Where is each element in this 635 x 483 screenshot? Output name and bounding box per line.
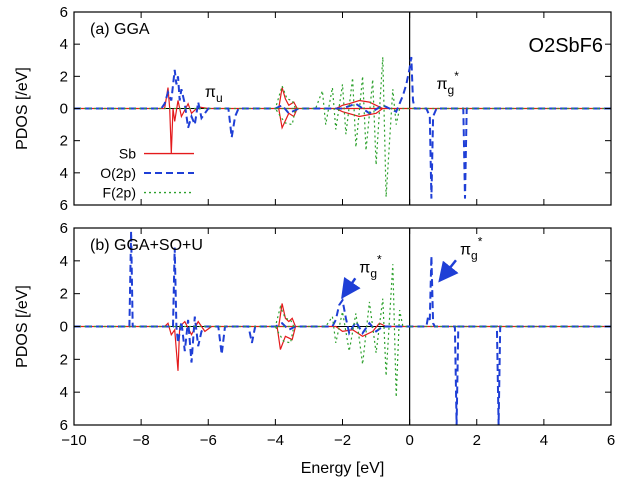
orbital-annotation: πu [205,84,223,105]
series-sb [74,87,611,154]
y-tick-label: 6 [60,197,68,214]
series-f-2p [74,264,611,398]
orbital-annotation: πg* [359,252,382,280]
y-tick-label: 2 [60,351,68,368]
y-tick-label: 4 [60,384,68,401]
y-tick-label: 0 [60,319,68,336]
y-tick-label: 6 [60,417,68,434]
y-tick-label: 6 [60,4,68,21]
orbital-annotation: πg* [460,234,483,262]
y-axis-label: PDOS [/eV] [14,67,31,150]
y-tick-label: 4 [60,165,68,182]
y-tick-label: 6 [60,220,68,237]
y-axis-label: PDOS [/eV] [14,285,31,368]
series-sb [74,303,611,371]
x-axis-label: Energy [eV] [301,460,385,477]
legend-label: Sb [119,146,136,162]
annotation-arrow [438,259,459,283]
x-tick-label: −2 [334,432,351,449]
compound-formula: O2SbF6 [529,35,603,57]
y-tick-label: 2 [60,68,68,85]
annotation-arrow [341,276,361,300]
legend-label: O(2p) [100,165,136,181]
panel-a: 6 4 2 0 2 4 6 PDOS [/eV] (a) GGA O2SbF6 πu πg* Sb O(2… [14,4,612,214]
series-o-2p [74,56,611,199]
orbital-annotation: πg* [436,69,459,97]
legend-label: F(2p) [103,185,136,201]
x-tick-label: −8 [133,432,150,449]
series-o-2p [74,231,611,426]
panel-label: (b) GGA+SO+U [90,237,203,254]
x-tick-label: −4 [267,432,284,449]
series-f-2p [74,56,611,198]
x-tick-label: −6 [200,432,217,449]
y-tick-label: 0 [60,101,68,118]
panel-label: (a) GGA [90,21,150,38]
x-tick-label: 6 [607,432,615,449]
y-tick-label: 2 [60,286,68,303]
x-tick-label: 2 [473,432,481,449]
y-tick-label: 4 [60,36,68,53]
x-tick-label: 4 [540,432,548,449]
y-tick-label: 2 [60,133,68,150]
x-tick-label: 0 [405,432,413,449]
x-tick-label: −10 [61,432,86,449]
y-tick-label: 4 [60,253,68,270]
